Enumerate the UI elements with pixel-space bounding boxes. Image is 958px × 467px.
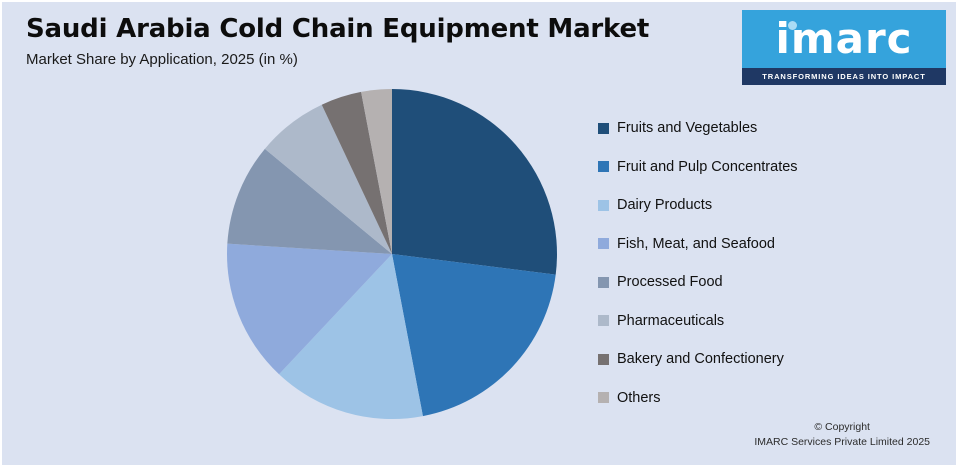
legend-item: Others — [598, 388, 798, 408]
legend-item: Dairy Products — [598, 195, 798, 215]
imarc-logo: imarc TRANSFORMING IDEAS INTO IMPACT — [742, 10, 946, 85]
legend-label: Others — [617, 389, 661, 406]
legend-swatch — [598, 353, 609, 365]
legend-swatch — [598, 276, 609, 288]
legend-item: Pharmaceuticals — [598, 311, 798, 331]
legend-label: Fruit and Pulp Concentrates — [617, 158, 798, 175]
legend-item: Bakery and Confectionery — [598, 349, 798, 369]
legend-swatch — [598, 315, 609, 326]
legend-swatch — [598, 238, 609, 249]
pie-slice-6 — [321, 91, 392, 254]
legend-label: Pharmaceuticals — [617, 312, 725, 329]
imarc-logo-box: imarc — [742, 10, 946, 68]
legend-item: Fruit and Pulp Concentrates — [598, 157, 798, 177]
copyright-line1: © Copyright — [814, 420, 870, 433]
imarc-logo-text: imarc — [775, 14, 913, 63]
chart-legend: Fruits and Vegetables Fruit and Pulp Conc… — [598, 118, 798, 426]
legend-label: Fruits and Vegetables — [617, 120, 758, 136]
copyright-line2: IMARC Services Private Limited 2025 — [754, 436, 930, 449]
legend-item: Fish, Meat, and Seafood — [598, 234, 798, 254]
legend-item: Processed Food — [598, 272, 798, 292]
page-subtitle: Market Share by Application, 2025 (in %) — [26, 51, 298, 68]
legend-label: Fish, Meat, and Seafood — [617, 235, 775, 252]
legend-swatch — [598, 161, 609, 172]
pie-slice-5 — [264, 104, 392, 254]
legend-label: Dairy Products — [617, 197, 713, 213]
legend-item: Fruits and Vegetables — [598, 118, 798, 138]
pie-slice-1 — [392, 254, 556, 417]
pie-slice-3 — [227, 243, 392, 375]
legend-label: Processed Food — [617, 274, 723, 290]
legend-swatch — [598, 199, 609, 211]
legend-swatch — [598, 392, 609, 403]
pie-chart — [227, 89, 557, 419]
pie-slice-2 — [279, 254, 423, 419]
legend-label: Bakery and Confectionery — [617, 351, 784, 367]
pie-slice-7 — [361, 89, 392, 254]
page-title: Saudi Arabia Cold Chain Equipment Market — [26, 14, 650, 44]
pie-slice-0 — [392, 89, 557, 275]
copyright: © Copyright IMARC Services Private Limit… — [754, 420, 930, 452]
pie-slice-4 — [227, 148, 392, 254]
imarc-logo-tagline: TRANSFORMING IDEAS INTO IMPACT — [742, 68, 946, 85]
logo-i-dot-icon — [788, 21, 797, 30]
header: Saudi Arabia Cold Chain Equipment Market… — [26, 14, 649, 68]
legend-swatch — [598, 122, 609, 134]
